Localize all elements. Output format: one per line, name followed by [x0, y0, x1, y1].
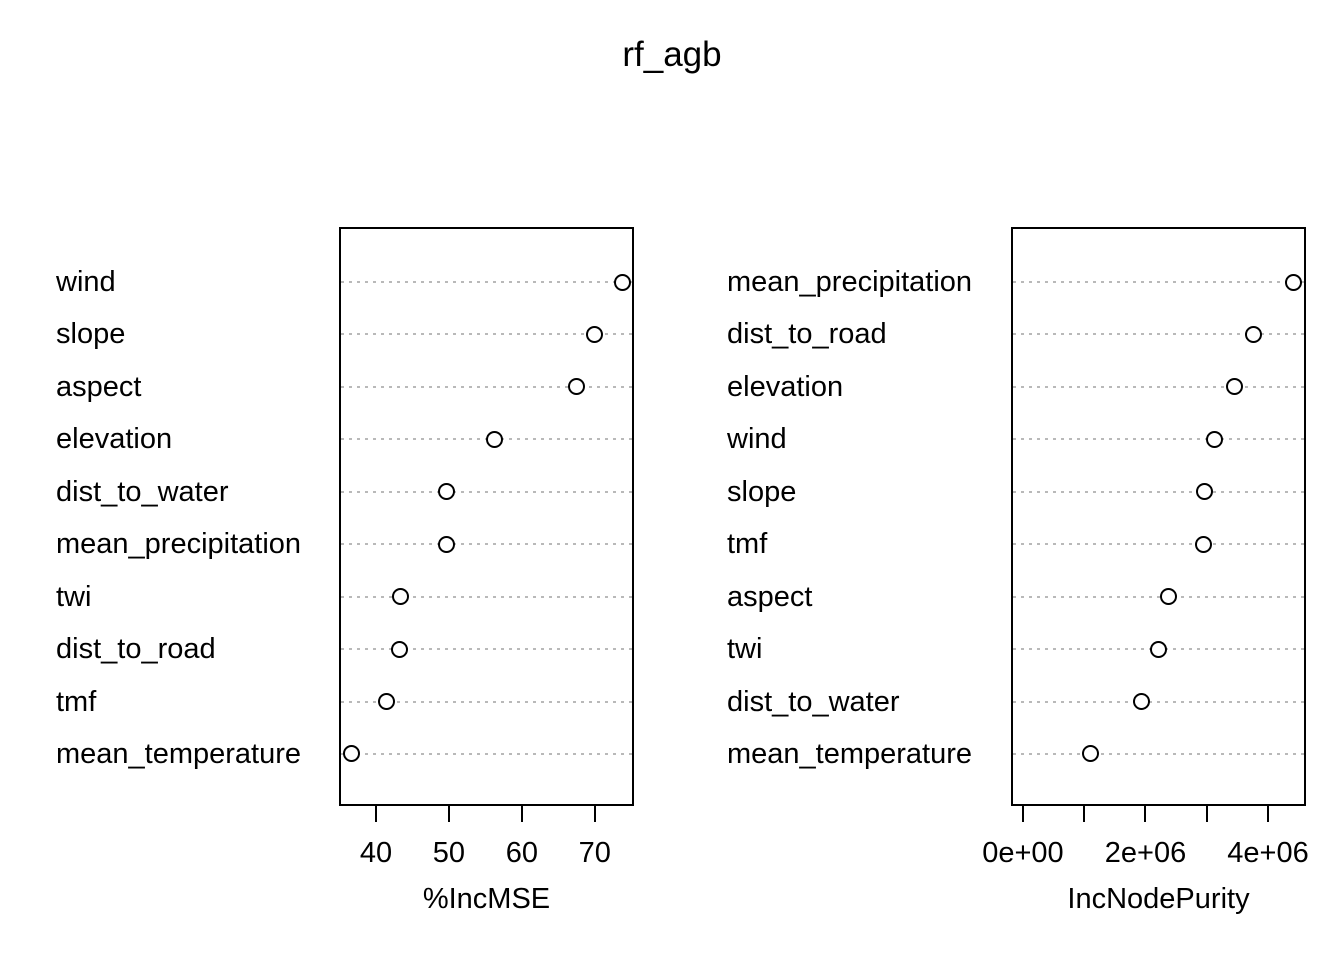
tick-label: 2e+06 — [1104, 837, 1187, 869]
data-point — [1082, 745, 1100, 763]
tick-mark — [1083, 806, 1086, 822]
tick-mark — [1021, 806, 1024, 822]
x-axis-title-incmse: %IncMSE — [422, 883, 551, 915]
category-label: wind — [727, 423, 787, 456]
category-label: mean_temperature — [727, 737, 973, 770]
tick-mark — [1266, 806, 1269, 822]
category-label: dist_to_road — [727, 318, 887, 351]
grid-line — [1013, 333, 1304, 336]
tick-mark — [520, 806, 523, 822]
category-label: aspect — [56, 370, 142, 403]
data-point — [1133, 693, 1151, 711]
category-label: twi — [56, 580, 92, 613]
data-point — [586, 325, 604, 343]
tick-label: 40 — [359, 837, 393, 869]
category-label: aspect — [727, 580, 813, 613]
grid-line — [341, 752, 632, 755]
tick-label: 0e+00 — [982, 837, 1064, 869]
tick-label: 4e+06 — [1227, 837, 1309, 869]
tick-mark — [593, 806, 596, 822]
category-label: mean_precipitation — [56, 528, 302, 561]
grid-line — [1013, 385, 1304, 388]
grid-line — [1013, 752, 1304, 755]
category-label: mean_temperature — [56, 737, 302, 770]
data-point — [1245, 325, 1263, 343]
grid-line — [341, 543, 632, 546]
plot-area-incnodepurity — [1011, 227, 1306, 806]
tick-mark — [1205, 806, 1208, 822]
tick-label: 60 — [505, 837, 538, 869]
grid-line — [1013, 700, 1304, 703]
category-label: dist_to_water — [727, 685, 900, 718]
data-point — [390, 640, 408, 658]
category-label: wind — [56, 266, 116, 298]
grid-line — [1013, 438, 1304, 441]
grid-line — [341, 385, 632, 388]
tick-label: 70 — [578, 837, 611, 869]
tick-label: 50 — [432, 837, 466, 869]
data-point — [486, 430, 504, 448]
grid-line — [341, 700, 632, 703]
data-point — [1284, 273, 1302, 291]
grid-line — [341, 438, 632, 441]
grid-line — [1013, 595, 1304, 598]
data-point — [1196, 483, 1214, 501]
tick-mark — [1144, 806, 1147, 822]
category-label: twi — [727, 633, 763, 666]
data-point — [391, 588, 409, 606]
category-label: tmf — [727, 528, 768, 561]
data-point — [438, 483, 456, 501]
category-label: slope — [56, 318, 126, 351]
chart-title: rf_agb — [622, 35, 722, 74]
category-label: mean_precipitation — [727, 266, 973, 298]
tick-mark — [447, 806, 450, 822]
data-point — [568, 378, 586, 396]
data-point — [1159, 588, 1177, 606]
category-label: tmf — [56, 685, 97, 718]
data-point — [1206, 430, 1224, 448]
data-point — [1150, 640, 1168, 658]
category-label: elevation — [727, 370, 844, 403]
category-label: elevation — [56, 423, 173, 456]
data-point — [378, 693, 396, 711]
grid-line — [341, 490, 632, 493]
category-label: slope — [727, 475, 797, 508]
grid-line — [1013, 648, 1304, 651]
grid-line — [1013, 490, 1304, 493]
data-point — [1195, 535, 1213, 553]
data-point — [437, 535, 455, 553]
data-point — [1226, 378, 1244, 396]
grid-line — [341, 648, 632, 651]
grid-line — [1013, 281, 1304, 283]
grid-line — [1013, 543, 1304, 546]
plot-area-incmse — [339, 227, 634, 806]
tick-mark — [375, 806, 377, 822]
data-point — [343, 745, 361, 763]
grid-line — [341, 333, 632, 336]
category-label: dist_to_water — [56, 475, 229, 508]
x-axis-title-incnodepurity: IncNodePurity — [1067, 883, 1250, 915]
grid-line — [341, 281, 632, 283]
data-point — [614, 273, 632, 291]
grid-line — [341, 595, 632, 598]
category-label: dist_to_road — [56, 633, 216, 666]
